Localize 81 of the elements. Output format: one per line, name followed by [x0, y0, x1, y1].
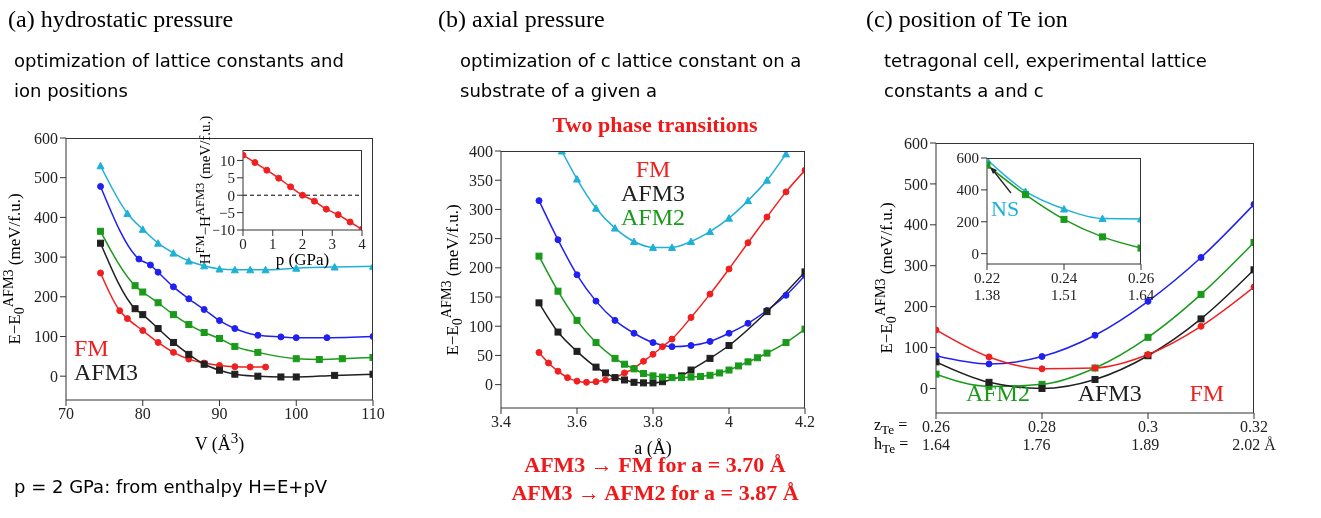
- x-axis-title: p (GPa): [274, 250, 331, 270]
- y-tick-label: 0: [227, 187, 235, 204]
- y-tick-label: 100: [469, 317, 493, 335]
- x-tick-label: 3.4: [491, 413, 511, 431]
- chart-title: (c) position of Te ion: [866, 6, 1068, 33]
- x2-tick-label: 1.64: [922, 436, 950, 454]
- y-tick-label: 600: [956, 150, 979, 167]
- x-tick-label: 70: [58, 405, 74, 423]
- x-tick-label: 3.6: [567, 413, 587, 431]
- text: AFM3: [620, 180, 686, 206]
- y-tick-label: 400: [34, 209, 58, 227]
- y-tick-label: 200: [956, 214, 979, 231]
- x2-tick-label: 1.64: [1127, 287, 1155, 304]
- y-tick-label: 0: [485, 376, 493, 394]
- y-tick-label: 400: [469, 142, 493, 160]
- y-tick-label: 100: [904, 339, 928, 357]
- x-tick-label: 1: [269, 235, 277, 252]
- x-tick-label: 0.32: [1240, 418, 1268, 436]
- y-tick-label: 250: [469, 230, 493, 248]
- x-tick-label: 0.28: [1028, 418, 1056, 436]
- chart-subtitle: optimization of lattice constants and ion positions: [14, 49, 345, 103]
- text: AFM3 → AFM2 for a = 3.87 Å: [510, 480, 800, 506]
- y-tick-label: 300: [469, 201, 493, 219]
- y-tick-label: 200: [469, 259, 493, 277]
- x-tick-label: 0: [239, 235, 247, 252]
- x-tick-label: 3.8: [643, 413, 663, 431]
- x2-tick-label: 1.51: [1050, 287, 1078, 304]
- series-label: FM: [74, 335, 110, 361]
- text: AFM2: [620, 204, 686, 230]
- chart-title: (a) hydrostatic pressure: [8, 6, 234, 33]
- series-label: AFM3: [74, 359, 139, 385]
- x2-axis-title: h$_{Te}$ =: [874, 435, 909, 458]
- y-tick-label: 400: [956, 182, 979, 199]
- x-tick-label: 90: [211, 405, 228, 423]
- x-tick-label: 0.3: [1138, 418, 1158, 436]
- y-tick-label: −10: [211, 222, 235, 239]
- y-tick-label: 0: [920, 380, 928, 398]
- y-tick-label: 10: [220, 152, 235, 169]
- x-tick-label: 110: [361, 405, 385, 423]
- x2-tick-label: 1.38: [973, 287, 1001, 304]
- y-tick-label: 400: [904, 216, 928, 234]
- y-tick-label: 600: [34, 129, 58, 147]
- y-tick-label: 200: [34, 288, 58, 306]
- x2-tick-label: 1.89: [1131, 436, 1160, 454]
- text: p = 2 GPa: from enthalpy H=E+pV: [14, 476, 329, 497]
- x-tick-label: 0.26: [1127, 269, 1155, 286]
- y-tick-label: 0: [50, 367, 58, 385]
- y-tick-label: 300: [904, 257, 928, 275]
- y-tick-label: 150: [469, 288, 493, 306]
- y-tick-label: 200: [904, 298, 928, 316]
- y-tick-label: 600: [904, 134, 928, 152]
- chart-subtitle: optimization of c lattice constant on a substrate of a given a: [460, 49, 803, 103]
- x2-tick-label: 1.76: [1022, 436, 1051, 454]
- text: Two phase transitions: [551, 112, 759, 138]
- y-tick-label: 100: [34, 328, 58, 346]
- chart-title: (b) axial pressure: [438, 6, 605, 33]
- y-tick-label: 300: [34, 248, 58, 266]
- y-tick-label: 5: [227, 170, 235, 187]
- series-label: AFM3: [1077, 380, 1142, 406]
- x-tick-label: 3: [328, 235, 336, 252]
- y-tick-label: 350: [469, 171, 493, 189]
- y-tick-label: 50: [477, 347, 493, 365]
- x-tick-label: 80: [134, 405, 151, 423]
- x-tick-label: 4.2: [795, 413, 815, 431]
- series-label: NS: [991, 196, 1020, 221]
- x-tick-label: 0.26: [922, 418, 950, 436]
- x-tick-label: 2: [298, 235, 307, 252]
- x-axis-title: z$_{Te}$ =: [874, 416, 908, 438]
- y-tick-label: −5: [219, 204, 235, 221]
- x2-tick-label: 2.02 Å: [1232, 436, 1276, 454]
- y-tick-label: 500: [34, 169, 58, 187]
- x-tick-label: 4: [725, 413, 733, 431]
- text: FM: [635, 156, 671, 182]
- x-tick-label: 100: [284, 405, 309, 423]
- x-axis-title: V (Å$^{3}$): [193, 430, 246, 455]
- chart-subtitle: tetragonal cell, experimental lattice constants a and c: [884, 49, 1208, 103]
- x-tick-label: 0.24: [1050, 269, 1078, 286]
- series-label: FM: [1189, 380, 1225, 406]
- x-tick-label: 0.22: [973, 269, 1001, 286]
- x-tick-label: 4: [358, 235, 367, 252]
- y-tick-label: 500: [904, 175, 928, 193]
